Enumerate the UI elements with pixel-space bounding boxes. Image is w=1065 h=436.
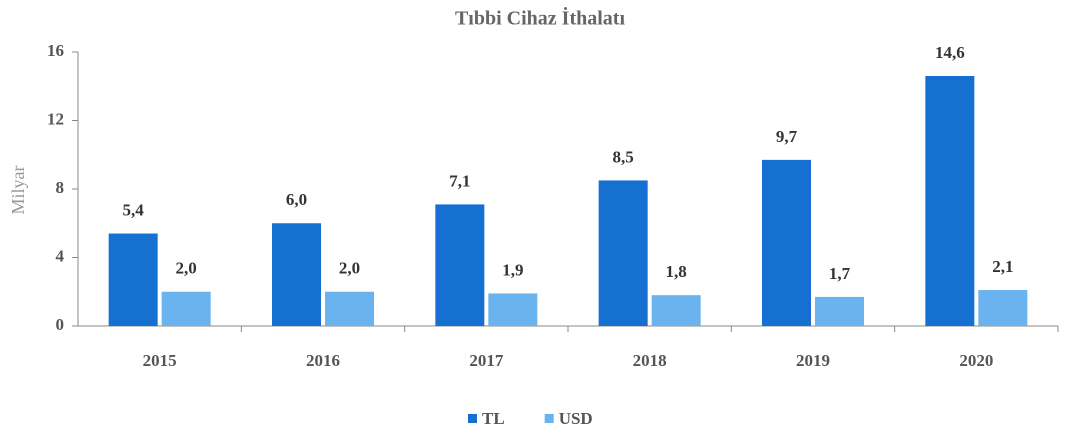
x-tick-label: 2017 xyxy=(469,351,504,370)
bar xyxy=(815,296,864,326)
x-tick-label: 2015 xyxy=(143,351,177,370)
bar xyxy=(978,290,1028,326)
y-tick-label: 8 xyxy=(56,178,65,197)
bar xyxy=(325,291,374,326)
value-label: 1,8 xyxy=(666,262,687,281)
y-tick-label: 4 xyxy=(56,246,65,265)
bar xyxy=(488,293,538,326)
bar xyxy=(435,204,485,326)
chart-title: Tıbbi Cihaz İthalatı xyxy=(455,6,625,30)
bar xyxy=(762,159,811,326)
value-label: 5,4 xyxy=(123,200,145,219)
value-label: 14,6 xyxy=(935,43,965,62)
y-tick-label: 12 xyxy=(47,109,64,128)
value-label: 2,1 xyxy=(992,257,1013,276)
y-tick-label: 0 xyxy=(56,315,65,334)
bar xyxy=(161,291,211,326)
legend-label: USD xyxy=(559,409,593,428)
value-label: 2,0 xyxy=(339,259,360,278)
value-label: 1,7 xyxy=(829,264,851,283)
bar xyxy=(272,223,321,326)
x-tick-label: 2018 xyxy=(633,351,667,370)
value-label: 6,0 xyxy=(286,190,307,209)
value-label: 2,0 xyxy=(176,259,197,278)
value-label: 9,7 xyxy=(776,127,798,146)
y-tick-label: 16 xyxy=(47,41,64,60)
legend-swatch xyxy=(544,414,554,423)
bar xyxy=(925,75,975,326)
x-tick-label: 2019 xyxy=(796,351,830,370)
legend-swatch xyxy=(468,414,477,423)
value-label: 1,9 xyxy=(502,260,523,279)
value-label: 7,1 xyxy=(449,171,470,190)
y-axis-label: Milyar xyxy=(8,166,28,215)
bar xyxy=(651,295,701,326)
bar xyxy=(598,180,648,326)
legend-label: TL xyxy=(482,409,505,428)
bar xyxy=(108,233,158,326)
x-tick-label: 2020 xyxy=(959,351,993,370)
x-tick-label: 2016 xyxy=(306,351,340,370)
value-label: 8,5 xyxy=(613,147,634,166)
